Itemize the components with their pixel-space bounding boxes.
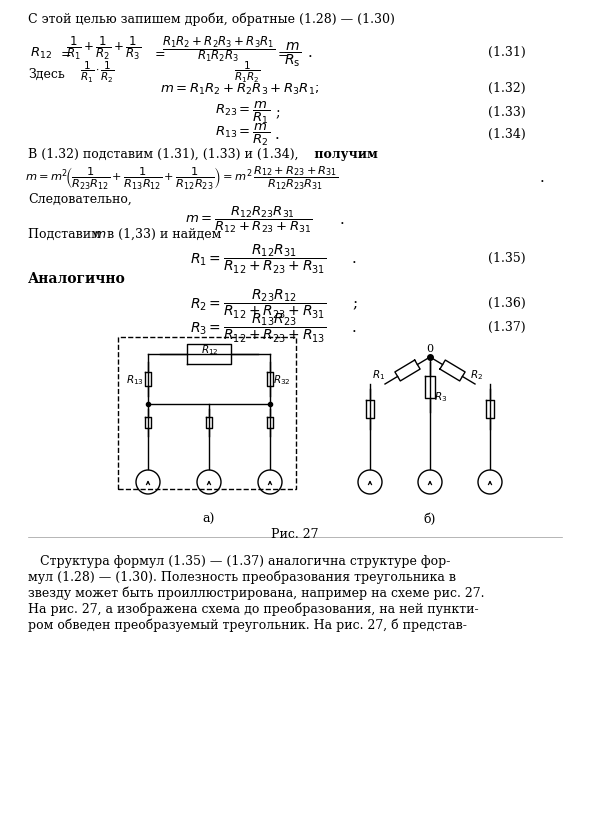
Text: $R_3$: $R_3$ xyxy=(434,390,447,404)
Text: $m = m^2\!\left(\dfrac{1}{R_{23}R_{12}}+\dfrac{1}{R_{13}R_{12}}+\dfrac{1}{R_{12}: $m = m^2\!\left(\dfrac{1}{R_{23}R_{12}}+… xyxy=(25,165,338,192)
Text: получим: получим xyxy=(310,148,378,160)
Text: $m = \dfrac{R_{12}R_{23}R_{31}}{R_{12}+R_{23}+R_{31}}$: $m = \dfrac{R_{12}R_{23}R_{31}}{R_{12}+R… xyxy=(185,205,313,235)
Text: $=$: $=$ xyxy=(275,46,289,59)
Text: $\boldsymbol{R_3} = \dfrac{R_{13}R_{23}}{R_{12}+R_{23}+R_{13}}$: $\boldsymbol{R_3} = \dfrac{R_{13}R_{23}}… xyxy=(190,312,326,345)
Text: $m$: $m$ xyxy=(93,227,106,241)
Text: (1.37): (1.37) xyxy=(488,321,526,333)
Text: ;: ; xyxy=(352,297,357,311)
Text: б): б) xyxy=(424,513,436,525)
Bar xyxy=(118,337,296,490)
Text: .: . xyxy=(308,46,313,60)
Text: .: . xyxy=(352,251,357,265)
Text: звезду может быть проиллюстрирована, например на схеме рис. 27.: звезду может быть проиллюстрирована, нап… xyxy=(28,586,484,600)
Text: $\dfrac{R_1R_2+R_2R_3+R_3R_1}{R_1R_2R_3}$: $\dfrac{R_1R_2+R_2R_3+R_3R_1}{R_1R_2R_3}… xyxy=(162,34,276,64)
Text: .: . xyxy=(540,171,545,184)
Text: Структура формул (1.35) — (1.37) аналогична структуре фор-: Структура формул (1.35) — (1.37) аналоги… xyxy=(28,554,450,567)
Text: $\dfrac{1}{R_1}+\dfrac{1}{R_2}+\dfrac{1}{R_3}$: $\dfrac{1}{R_1}+\dfrac{1}{R_2}+\dfrac{1}… xyxy=(66,34,141,62)
Text: .: . xyxy=(340,213,345,227)
Text: (1.36): (1.36) xyxy=(488,297,526,309)
Text: ;: ; xyxy=(275,106,280,120)
Text: Аналогично: Аналогично xyxy=(28,272,126,285)
Text: ром обведен преобразуемый треугольник. На рис. 27, б представ-: ром обведен преобразуемый треугольник. Н… xyxy=(28,619,467,632)
Text: $R_{13} = \dfrac{m}{R_2}$: $R_{13} = \dfrac{m}{R_2}$ xyxy=(215,122,270,148)
Text: В (1.32) подставим (1.31), (1.33) и (1.34),: В (1.32) подставим (1.31), (1.33) и (1.3… xyxy=(28,148,299,160)
Text: $R_{13}$: $R_{13}$ xyxy=(126,373,144,386)
Text: (1.33): (1.33) xyxy=(488,106,526,119)
Text: (1.31): (1.31) xyxy=(488,46,526,59)
Text: Подставим: Подставим xyxy=(28,227,105,241)
Text: $R_{12}$: $R_{12}$ xyxy=(201,342,219,356)
Text: Рис. 27: Рис. 27 xyxy=(271,528,319,540)
Text: $\dfrac{m}{R_{\text{s}}}$: $\dfrac{m}{R_{\text{s}}}$ xyxy=(284,40,301,69)
Text: $R_1$: $R_1$ xyxy=(372,367,385,381)
Text: Здесь: Здесь xyxy=(28,68,65,81)
Text: .: . xyxy=(275,128,280,141)
Text: мул (1.28) — (1.30). Полезность преобразования треугольника в: мул (1.28) — (1.30). Полезность преобраз… xyxy=(28,571,456,584)
Text: (1.34): (1.34) xyxy=(488,128,526,141)
Text: $\boldsymbol{R_1} = \dfrac{R_{12}R_{31}}{R_{12}+R_{23}+R_{31}}$: $\boldsymbol{R_1} = \dfrac{R_{12}R_{31}}… xyxy=(190,242,326,276)
Text: Следовательно,: Следовательно, xyxy=(28,193,132,206)
Text: .: . xyxy=(352,321,357,335)
Text: $m = R_1R_2 + R_2R_3 + R_3R_1;$: $m = R_1R_2 + R_2R_3 + R_3R_1;$ xyxy=(160,82,319,97)
Text: $\dfrac{1}{R_1R_2}$: $\dfrac{1}{R_1R_2}$ xyxy=(234,60,260,85)
Text: (1.35): (1.35) xyxy=(488,251,526,265)
Text: С этой целью запишем дроби, обратные (1.28) — (1.30): С этой целью запишем дроби, обратные (1.… xyxy=(28,12,395,26)
Text: $\dfrac{1}{R_1}\cdot\dfrac{1}{R_2}$: $\dfrac{1}{R_1}\cdot\dfrac{1}{R_2}$ xyxy=(80,60,115,85)
Text: $R_2$: $R_2$ xyxy=(470,367,483,381)
Text: $=$: $=$ xyxy=(152,46,166,59)
Text: 0: 0 xyxy=(427,343,434,354)
Text: $R_{12}$: $R_{12}$ xyxy=(30,46,52,61)
Text: $R_{32}$: $R_{32}$ xyxy=(273,373,291,386)
Text: $\boldsymbol{R_2} = \dfrac{R_{23}R_{12}}{R_{12}+R_{23}+R_{31}}$: $\boldsymbol{R_2} = \dfrac{R_{23}R_{12}}… xyxy=(190,288,326,321)
Text: а): а) xyxy=(203,513,215,525)
Text: (1.32): (1.32) xyxy=(488,82,526,95)
Text: $=$: $=$ xyxy=(58,46,72,59)
Text: На рис. 27, а изображена схема до преобразования, на ней пункти-: На рис. 27, а изображена схема до преобр… xyxy=(28,602,478,616)
Text: в (1,33) и найдем: в (1,33) и найдем xyxy=(103,227,221,241)
Text: $R_{23} = \dfrac{m}{R_1}$: $R_{23} = \dfrac{m}{R_1}$ xyxy=(215,100,270,126)
